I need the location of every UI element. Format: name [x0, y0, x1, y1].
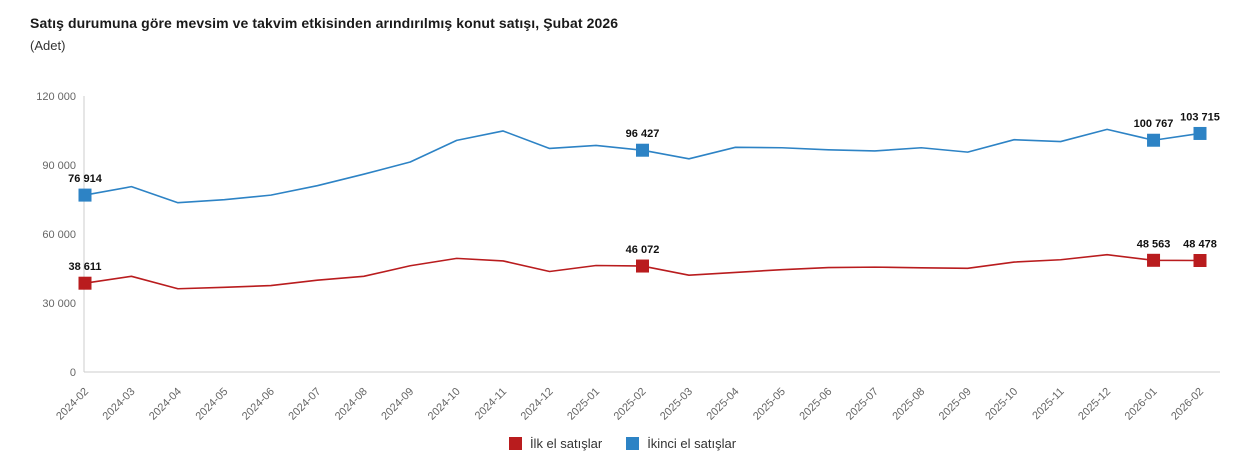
x-axis-tick-label: 2025-05	[751, 386, 788, 423]
x-axis-tick-label: 2025-07	[844, 386, 881, 423]
x-axis-tick-label: 2025-02	[612, 386, 649, 423]
data-point-marker[interactable]	[1147, 253, 1161, 267]
x-axis-tick-label: 2024-09	[379, 386, 416, 423]
y-axis-tick-label: 0	[70, 367, 76, 379]
x-axis-tick-label: 2024-04	[147, 386, 184, 423]
chart-legend: İlk el satışlar İkinci el satışlar	[0, 436, 1245, 451]
data-point-label: 46 072	[626, 244, 660, 256]
data-point-label: 76 914	[68, 173, 103, 185]
data-point-marker[interactable]	[1193, 126, 1207, 140]
data-point-label: 100 767	[1134, 118, 1174, 130]
legend-label-first-hand: İlk el satışlar	[529, 436, 603, 451]
y-axis-tick-label: 30 000	[42, 298, 76, 310]
x-axis-tick-label: 2026-01	[1123, 386, 1160, 423]
data-point-marker[interactable]	[636, 259, 649, 273]
chart-title: Satış durumuna göre mevsim ve takvim etk…	[30, 15, 619, 31]
first-hand-legend-swatch-icon	[508, 437, 522, 450]
x-axis-tick-label: 2024-03	[101, 386, 138, 423]
data-point-marker[interactable]	[636, 143, 649, 157]
legend-label-second-hand: İkinci el satışlar	[647, 436, 737, 451]
x-axis-tick-label: 2025-08	[890, 386, 927, 423]
x-axis-tick-label: 2025-03	[658, 386, 695, 423]
x-axis-tick-label: 2025-01	[565, 386, 602, 423]
x-axis-tick-label: 2024-10	[426, 386, 463, 423]
x-axis-tick-label: 2025-04	[705, 386, 742, 423]
x-axis-tick-label: 2024-11	[473, 386, 509, 422]
x-axis-tick-label: 2024-12	[519, 386, 556, 423]
second-hand-legend-swatch-icon	[626, 437, 640, 450]
data-point-label: 38 611	[68, 261, 101, 273]
data-point-marker[interactable]	[1193, 254, 1207, 268]
x-axis-tick-label: 2025-09	[937, 386, 974, 423]
y-axis-tick-label: 60 000	[42, 229, 76, 241]
chart-subtitle: (Adet)	[30, 38, 66, 53]
x-axis-tick-label: 2024-05	[193, 386, 230, 423]
data-point-label: 48 478	[1183, 239, 1217, 251]
x-axis-tick-label: 2025-12	[1076, 386, 1113, 423]
data-point-label: 96 427	[626, 128, 660, 140]
data-point-marker[interactable]	[78, 188, 92, 202]
x-axis-tick-label: 2024-06	[240, 386, 277, 423]
x-axis-tick-label: 2025-11	[1030, 386, 1066, 422]
data-point-marker[interactable]	[78, 276, 92, 290]
y-axis-tick-label: 90 000	[42, 160, 76, 172]
x-axis-tick-label: 2024-07	[286, 386, 323, 423]
series-line-second-hand	[84, 128, 1201, 204]
x-axis-tick-label: 2025-10	[983, 386, 1020, 423]
legend-item-first-hand[interactable]: İlk el satışlar	[508, 436, 603, 451]
x-axis-tick-label: 2024-02	[54, 386, 91, 423]
x-axis-tick-label: 2026-02	[1169, 386, 1206, 423]
data-point-marker[interactable]	[1147, 133, 1161, 147]
data-point-label: 103 715	[1180, 111, 1220, 123]
legend-item-second-hand[interactable]: İkinci el satışlar	[626, 436, 736, 451]
x-axis-tick-label: 2025-06	[797, 386, 834, 423]
x-axis-tick-label: 2024-08	[333, 386, 370, 423]
data-point-label: 48 563	[1137, 238, 1171, 250]
y-axis-tick-label: 120 000	[36, 91, 76, 103]
